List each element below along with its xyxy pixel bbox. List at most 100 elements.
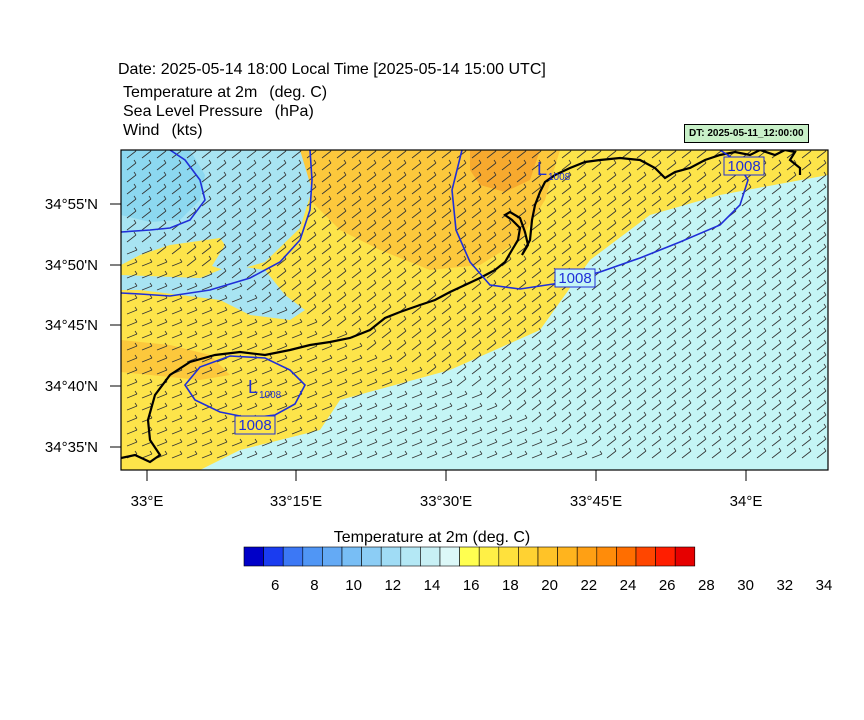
wind-barb xyxy=(816,435,827,447)
wind-barb xyxy=(291,450,303,459)
wind-barb xyxy=(201,426,213,435)
wind-barb xyxy=(816,279,827,291)
wind-barb xyxy=(651,423,662,435)
wind-barb xyxy=(786,183,797,195)
wind-barb xyxy=(681,303,692,315)
wind-barb xyxy=(156,438,168,447)
wind-barb xyxy=(261,159,272,171)
wind-barb xyxy=(366,303,377,315)
wind-barb xyxy=(771,279,782,291)
wind-barb xyxy=(171,171,182,183)
wind-barb xyxy=(591,255,602,267)
wind-barb xyxy=(606,207,617,219)
wind-barb xyxy=(711,423,722,435)
colorbar-swatch xyxy=(439,546,460,567)
wind-barb xyxy=(681,183,692,195)
wind-barb xyxy=(186,255,197,267)
wind-barb xyxy=(171,342,183,351)
wind-barb xyxy=(246,207,257,219)
wind-barb xyxy=(426,378,438,387)
wind-barb xyxy=(171,426,183,435)
wind-barb xyxy=(396,450,408,459)
wind-barb xyxy=(561,243,572,255)
wind-barb xyxy=(516,291,527,303)
wind-barb xyxy=(516,183,527,195)
wind-barb xyxy=(801,447,812,459)
wind-barb xyxy=(726,243,737,255)
wind-barb xyxy=(501,375,512,387)
wind-barb xyxy=(726,183,737,195)
wind-barb xyxy=(231,219,242,231)
colorbar-swatch xyxy=(498,546,519,567)
wind-barb xyxy=(636,195,647,207)
wind-barb xyxy=(591,435,602,447)
wind-barb xyxy=(621,375,632,387)
wind-barb xyxy=(141,306,153,315)
wind-barb xyxy=(606,171,617,183)
wind-barb xyxy=(726,351,737,363)
wind-barb xyxy=(276,414,288,423)
wind-barb xyxy=(261,195,272,207)
wind-barb xyxy=(366,327,377,339)
wind-barb xyxy=(606,315,617,327)
wind-barb xyxy=(441,315,452,327)
wind-barb xyxy=(336,171,347,183)
wind-barb xyxy=(456,351,467,363)
wind-barb xyxy=(621,159,632,171)
wind-barb xyxy=(216,402,228,411)
colorbar-label: 22 xyxy=(580,577,597,594)
wind-barb xyxy=(531,327,542,339)
wind-barb xyxy=(141,219,152,231)
wind-barb xyxy=(501,339,512,351)
pressure-labels: 1008 1008 1008 xyxy=(234,156,765,435)
wind-barb xyxy=(486,363,497,375)
wind-barb xyxy=(606,183,617,195)
wind-barb xyxy=(336,279,347,291)
wind-barb xyxy=(426,219,437,231)
wind-barb xyxy=(276,330,288,339)
wind-barb xyxy=(651,255,662,267)
wind-barb xyxy=(291,414,303,423)
colorbar-swatch xyxy=(616,546,637,567)
wind-barb xyxy=(786,339,797,351)
wind-barb xyxy=(156,258,168,267)
wind-barb xyxy=(471,171,482,183)
lon-tick-label: 33°15'E xyxy=(270,493,322,510)
wind-barb xyxy=(786,255,797,267)
wind-barb xyxy=(456,159,467,171)
wind-barb xyxy=(621,363,632,375)
wind-barb xyxy=(411,291,422,303)
wind-barb xyxy=(381,279,392,291)
wind-barb xyxy=(516,426,528,435)
wind-barb xyxy=(531,375,542,387)
wind-barb xyxy=(666,351,677,363)
wind-barb xyxy=(351,390,363,399)
pressure-label: 1008 xyxy=(554,268,596,288)
wind-barb xyxy=(381,183,392,195)
wind-barb xyxy=(486,279,497,291)
wind-barb xyxy=(186,342,198,351)
field-unit: (hPa) xyxy=(274,103,314,120)
wind-barb xyxy=(561,255,572,267)
wind-barb xyxy=(606,327,617,339)
wind-barb xyxy=(456,414,468,423)
lat-tick-label: 34°35'N xyxy=(45,439,98,456)
wind-barb xyxy=(261,306,273,315)
wind-barb xyxy=(741,207,752,219)
wind-barb xyxy=(696,327,707,339)
wind-barb xyxy=(651,231,662,243)
wind-barb xyxy=(546,255,557,267)
wind-barb xyxy=(696,243,707,255)
wind-barb xyxy=(246,318,258,327)
wind-barb xyxy=(456,450,468,459)
colorbar-label: 30 xyxy=(737,577,754,594)
wind-barb xyxy=(186,330,198,339)
wind-barb xyxy=(321,231,332,243)
wind-barb xyxy=(126,183,137,195)
wind-barb xyxy=(276,159,287,171)
wind-barb xyxy=(696,399,707,411)
wind-barb xyxy=(231,195,242,207)
wind-barb xyxy=(726,327,737,339)
wind-barb xyxy=(366,195,377,207)
wind-barb xyxy=(441,243,452,255)
